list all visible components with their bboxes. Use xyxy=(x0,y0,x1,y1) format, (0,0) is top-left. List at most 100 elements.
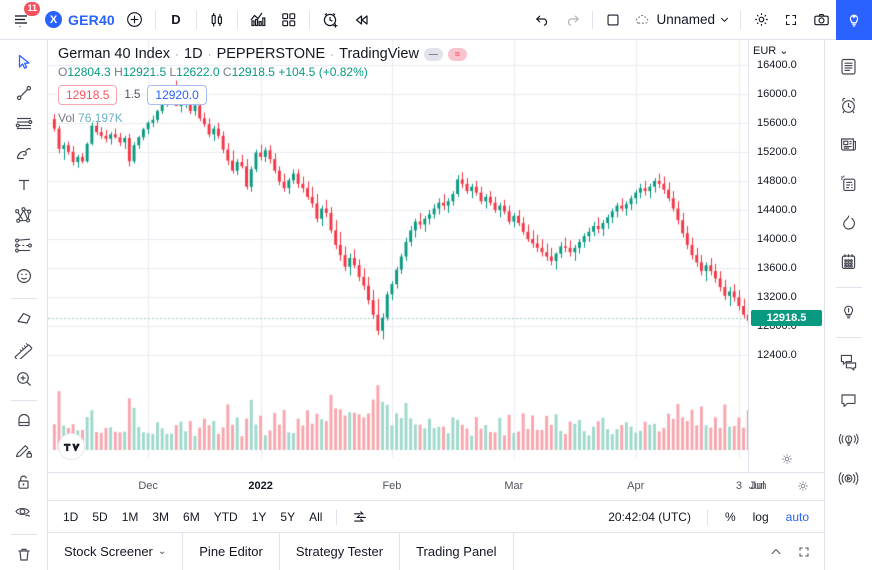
save-layout-button[interactable]: Unnamed xyxy=(628,5,735,35)
chevron-up-icon[interactable] xyxy=(768,544,784,560)
trendline-tool[interactable] xyxy=(6,79,42,108)
last-price-badge: 12918.5 xyxy=(751,309,822,326)
interval-button[interactable]: D xyxy=(161,5,191,35)
maximize-panel-icon[interactable] xyxy=(796,544,812,560)
ideas-stream-panel-button[interactable] xyxy=(831,421,867,457)
divider xyxy=(308,10,310,29)
timeframe-1d[interactable]: 1D xyxy=(63,509,79,524)
timeframe-1m[interactable]: 1M xyxy=(121,509,139,524)
symbol-name: GER40 xyxy=(68,11,115,28)
magnet-tool[interactable] xyxy=(6,406,42,435)
right-sidebar xyxy=(824,40,872,570)
timeframe-5y[interactable]: 5Y xyxy=(280,509,296,524)
status-tab-trading-panel[interactable]: Trading Panel xyxy=(400,533,514,570)
time-tick: 2022 xyxy=(248,480,273,492)
chart-canvas-area[interactable]: German 40 Index · 1D · PEPPERSTONE · Tra… xyxy=(48,40,748,472)
chevron-down-icon: ⌄ xyxy=(157,546,167,557)
snapshot-button[interactable] xyxy=(806,5,836,35)
time-scale[interactable]: Dec 2022 Feb Mar Apr 3 Jun Jul xyxy=(48,472,824,500)
auto-scale-button[interactable]: auto xyxy=(785,509,809,524)
price-scale-settings-icon[interactable] xyxy=(780,452,794,466)
status-tab-label: Strategy Tester xyxy=(295,544,384,559)
divider xyxy=(195,10,197,29)
fib-retracement-tool[interactable] xyxy=(6,109,42,138)
main-menu-button[interactable]: 11 xyxy=(6,1,40,35)
price-chart-canvas[interactable] xyxy=(48,40,748,472)
remove-drawings-tool[interactable] xyxy=(6,539,42,568)
zoom-tool[interactable] xyxy=(6,365,42,394)
shapes-tool[interactable] xyxy=(6,304,42,333)
divider xyxy=(592,10,594,29)
status-tab-stock-screener[interactable]: Stock Screener ⌄ xyxy=(48,533,184,570)
data-window-panel-button[interactable] xyxy=(831,165,867,201)
symbol-search-button[interactable]: X GER40 xyxy=(40,5,120,35)
alerts-panel-button[interactable] xyxy=(831,87,867,123)
status-tab-strategy-tester[interactable]: Strategy Tester xyxy=(280,533,401,570)
timeframe-3m[interactable]: 3M xyxy=(152,509,170,524)
drawing-mode-tool[interactable] xyxy=(6,437,42,466)
lock-drawings-tool[interactable] xyxy=(6,467,42,496)
symbol-logo: X xyxy=(45,11,62,28)
interval-label: D xyxy=(171,12,181,27)
private-chat-panel-button[interactable] xyxy=(831,382,867,418)
price-tick: 15600.0 xyxy=(757,116,797,129)
divider xyxy=(10,533,37,535)
broadcast-panel-button[interactable] xyxy=(831,460,867,496)
brush-tool[interactable] xyxy=(6,140,42,169)
tradingview-logo[interactable] xyxy=(58,433,85,460)
emoji-tool[interactable] xyxy=(6,262,42,291)
timeframe-1y[interactable]: 1Y xyxy=(251,509,267,524)
publish-idea-button[interactable] xyxy=(836,0,872,40)
watchlist-panel-button[interactable] xyxy=(831,48,867,84)
chart-settings-button[interactable] xyxy=(746,5,776,35)
timeframe-6m[interactable]: 6M xyxy=(183,509,200,524)
price-tick: 13200.0 xyxy=(757,291,797,304)
text-tool[interactable] xyxy=(6,170,42,199)
timeframe-all[interactable]: All xyxy=(309,509,323,524)
forecast-tool[interactable] xyxy=(6,232,42,261)
pattern-tool[interactable] xyxy=(6,201,42,230)
indicators-button[interactable] xyxy=(243,5,274,35)
status-tab-label: Trading Panel xyxy=(416,544,497,559)
layout-select-button[interactable] xyxy=(598,5,628,35)
go-to-date-button[interactable] xyxy=(344,505,376,529)
time-tick: 3 xyxy=(735,480,742,492)
calendar-panel-button[interactable] xyxy=(831,243,867,279)
timeframe-ytd[interactable]: YTD xyxy=(213,509,238,524)
create-alert-button[interactable] xyxy=(315,5,346,35)
price-scale[interactable]: EUR ⌄ 16400.0 16000.0 15600.0 15200.0 14800.… xyxy=(748,40,824,472)
log-scale-button[interactable]: log xyxy=(752,509,769,524)
time-tick: Apr xyxy=(627,480,645,492)
hide-drawings-tool[interactable] xyxy=(6,498,42,527)
timeframe-items: 1D 5D 1M 3M 6M YTD 1Y 5Y All xyxy=(56,507,329,527)
templates-button[interactable] xyxy=(274,5,304,35)
public-chat-panel-button[interactable] xyxy=(831,343,867,379)
hotlist-panel-button[interactable] xyxy=(831,204,867,240)
status-tab-pine-editor[interactable]: Pine Editor xyxy=(183,533,280,570)
divider xyxy=(706,508,708,525)
chart-style-button[interactable] xyxy=(202,5,232,35)
divider xyxy=(10,400,37,402)
fullscreen-button[interactable] xyxy=(776,5,806,35)
add-symbol-button[interactable] xyxy=(120,5,150,35)
price-tick: 14800.0 xyxy=(757,174,797,187)
chart-and-scale: German 40 Index · 1D · PEPPERSTONE · Tra… xyxy=(48,40,824,472)
undo-button[interactable] xyxy=(527,5,557,35)
timeframe-5d[interactable]: 5D xyxy=(92,509,108,524)
price-tick: 16400.0 xyxy=(757,58,797,71)
news-panel-button[interactable] xyxy=(831,126,867,162)
time-scale-settings-icon[interactable] xyxy=(796,479,810,493)
redo-button[interactable] xyxy=(557,5,587,35)
percent-scale-button[interactable]: % xyxy=(724,509,736,524)
measure-tool[interactable] xyxy=(6,334,42,363)
time-tick: Mar xyxy=(504,480,524,492)
top-toolbar: 11 X GER40 D xyxy=(0,0,872,40)
timeframe-bar-right: 20:42:04 (UTC) % log auto xyxy=(608,507,816,527)
price-tick: 15200.0 xyxy=(757,145,797,158)
replay-button[interactable] xyxy=(346,5,376,35)
cursor-tool[interactable] xyxy=(6,48,42,77)
top-toolbar-right: Unnamed xyxy=(527,0,872,40)
currency-selector[interactable]: EUR ⌄ xyxy=(753,44,789,57)
ideas-panel-button[interactable] xyxy=(831,293,867,329)
